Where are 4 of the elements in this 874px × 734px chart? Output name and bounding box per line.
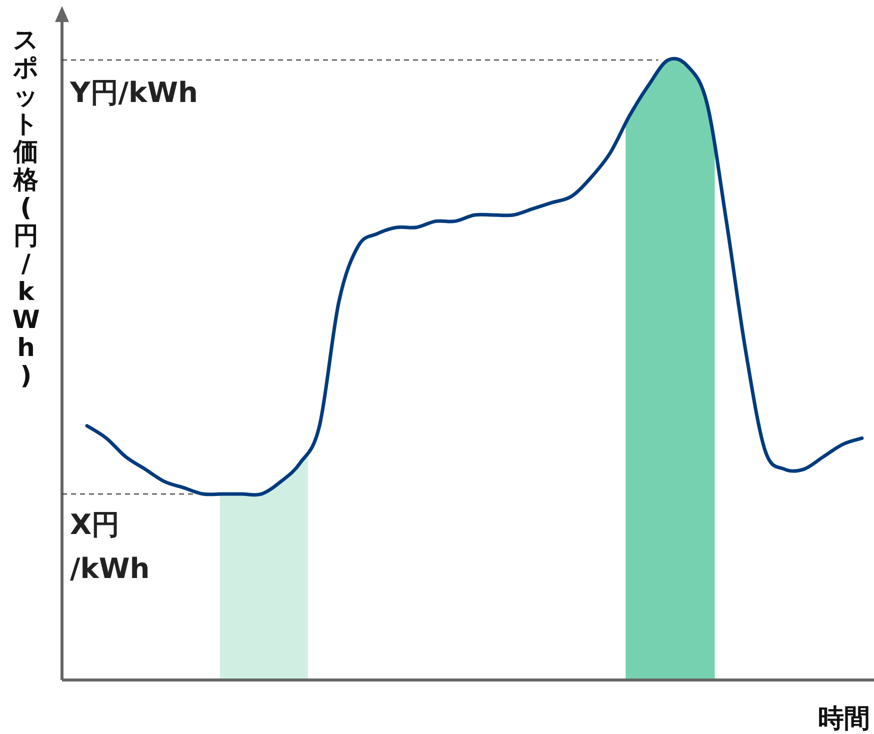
x-axis-title: 時間	[818, 704, 870, 734]
ref-line-label: Y円/kWh	[69, 76, 198, 109]
ref-line-label: X円 /kWh	[70, 508, 150, 585]
text: スポット価格(円/kWh)	[12, 25, 40, 390]
